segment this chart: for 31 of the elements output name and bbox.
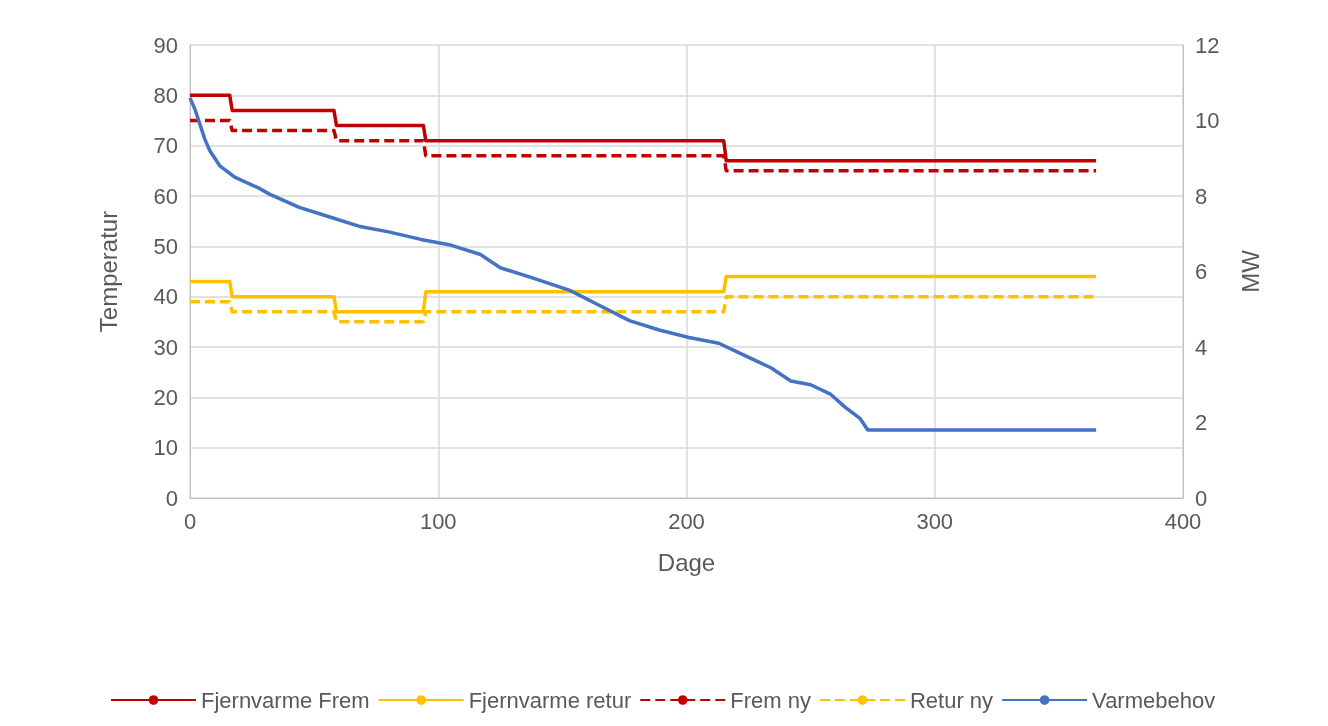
y-tick-label: 70 [153,133,178,159]
y-tick-label: 30 [153,334,178,360]
y-tick-label: 0 [165,485,178,511]
y2-axis-title: MW [1236,249,1264,293]
legend-label: Retur ny [909,687,994,713]
y-tick-label: 90 [153,32,178,58]
legend-label: Varmebehov [1092,687,1216,713]
y2-tick-label: 4 [1195,334,1208,360]
y2-tick-label: 0 [1195,485,1208,511]
x-tick-label: 100 [419,508,457,534]
y2-tick-label: 2 [1195,410,1208,435]
y-tick-label: 50 [153,233,178,259]
y-tick-label: 10 [153,435,178,461]
legend-label: Frem ny [730,687,811,713]
legend-label: Fjernvarme Frem [201,687,370,713]
y-axis-title: Temperatur [94,210,122,333]
x-tick-label: 200 [668,508,705,534]
y-tick-label: 60 [153,183,178,209]
x-axis-title: Dage [657,548,716,576]
y2-tick-label: 6 [1195,259,1208,284]
x-tick-label: 300 [916,508,954,534]
y-tick-label: 80 [153,82,178,108]
x-tick-label: 0 [183,508,197,534]
y2-tick-label: 8 [1195,183,1208,209]
y-tick-label: 20 [153,384,178,410]
line-series [188,96,1098,432]
legend-label: Fjernvarme retur [468,687,632,713]
y2-tick-label: 10 [1195,108,1220,133]
y-tick-label: 40 [153,284,178,310]
x-tick-label: 400 [1164,508,1202,534]
y2-tick-label: 12 [1195,32,1220,58]
